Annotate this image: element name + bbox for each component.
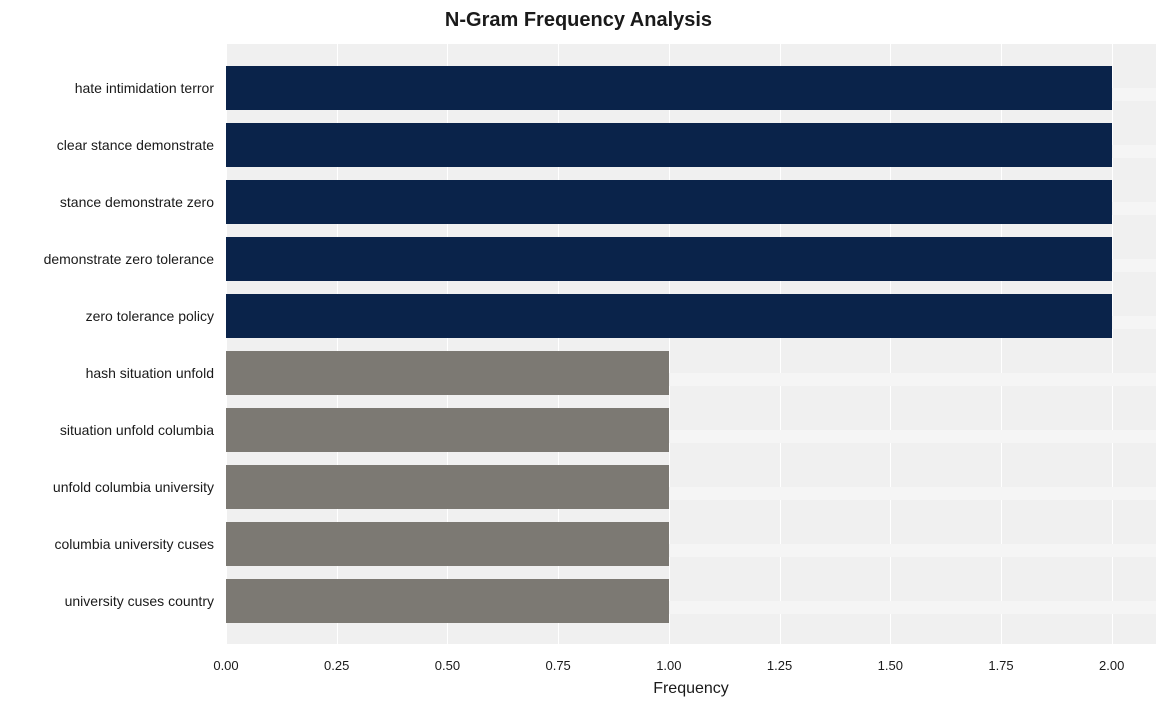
x-axis-tick-label: 1.00	[656, 658, 681, 673]
bar	[226, 522, 669, 566]
bar	[226, 237, 1112, 281]
chart-title: N-Gram Frequency Analysis	[8, 8, 1149, 32]
x-axis-title: Frequency	[226, 680, 1156, 698]
x-axis-tick-label: 1.25	[767, 658, 792, 673]
y-axis-label: clear stance demonstrate	[8, 137, 214, 153]
bar	[226, 408, 669, 452]
bar	[226, 123, 1112, 167]
y-axis-label: unfold columbia university	[8, 479, 214, 495]
y-axis-label: demonstrate zero tolerance	[8, 251, 214, 267]
y-axis-label: situation unfold columbia	[8, 422, 214, 438]
x-axis-tick-label: 1.75	[988, 658, 1013, 673]
ngram-frequency-chart: N-Gram Frequency Analysis hate intimidat…	[8, 8, 1149, 693]
bar	[226, 180, 1112, 224]
y-axis-label: hash situation unfold	[8, 365, 214, 381]
bar	[226, 465, 669, 509]
x-axis-tick-label: 0.00	[213, 658, 238, 673]
bar	[226, 66, 1112, 110]
y-axis-label: university cuses country	[8, 593, 214, 609]
y-axis-label: zero tolerance policy	[8, 308, 214, 324]
bar	[226, 294, 1112, 338]
y-axis-label: hate intimidation terror	[8, 80, 214, 96]
bar	[226, 579, 669, 623]
y-axis-label: columbia university cuses	[8, 536, 214, 552]
x-axis-tick-label: 1.50	[878, 658, 903, 673]
plot-area	[226, 44, 1156, 644]
x-axis-tick-label: 0.50	[435, 658, 460, 673]
x-axis-tick-label: 0.75	[545, 658, 570, 673]
bar	[226, 351, 669, 395]
x-axis-tick-label: 2.00	[1099, 658, 1124, 673]
x-axis-tick-label: 0.25	[324, 658, 349, 673]
y-axis-label: stance demonstrate zero	[8, 194, 214, 210]
